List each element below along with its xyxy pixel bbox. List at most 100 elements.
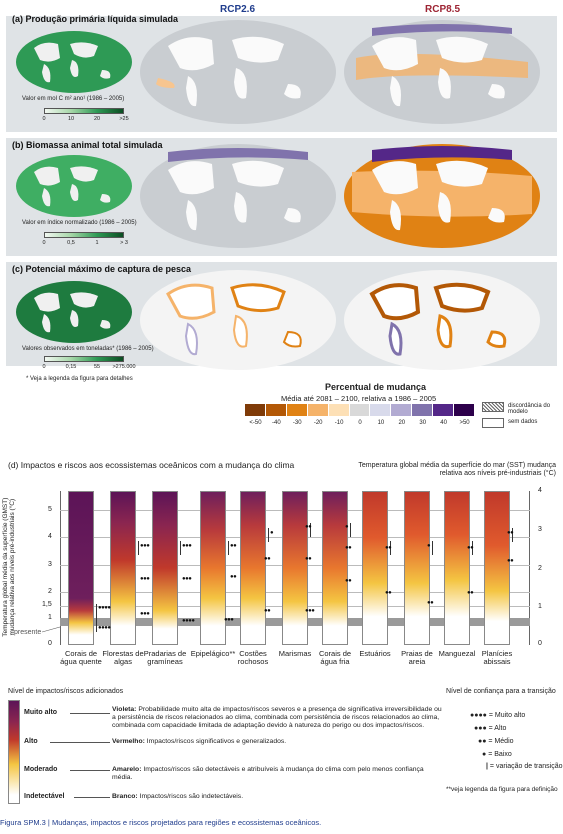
confidence-mark: ●● [345,545,352,551]
confidence-mark: ●●● [224,617,234,623]
left-tick: 2 [48,588,52,595]
transition-range-bar [390,541,391,555]
confidence-mark: ●● [264,608,271,614]
no-data-swatch [482,418,504,428]
right-tick: 3 [538,526,542,533]
risk-column-sandy-beaches [404,491,430,645]
transition-range-bar [512,528,513,542]
risk-column-cold-water-corals [322,491,348,645]
no-data-label: sem dados [508,419,538,425]
category-label: Corais de água quente [60,649,102,666]
risk-level-desc-very-high: Violeta: Probabilidade muito alta de imp… [112,706,442,730]
change-colorbar-segment [349,404,371,416]
change-legend-title: Percentual de mudança [325,382,427,392]
risk-legend-gradient [8,700,20,804]
risk-column-estuaries [362,491,388,645]
leader-line [50,742,110,743]
definition-note: **veja legenda da figura para definição [446,786,558,793]
panel-b-title: (b) Biomassa animal total simulada [12,140,163,150]
confidence-mark: ●●● [182,543,192,549]
category-label: Corais de água fria [318,649,352,666]
risk-column-salt-marshes [282,491,308,645]
confidence-mark: ●● [467,545,474,551]
right-tick: 1 [538,603,542,610]
panel-a-rcp26-map [140,20,336,124]
panel-b-rcp26-map [140,144,336,248]
model-disagreement-label: discordância do modelo [508,403,551,415]
change-colorbar-segment [245,404,266,416]
panel-c-rcp26-map [140,270,336,370]
right-tick: 0 [538,640,542,647]
confidence-mark: ●● [385,545,392,551]
right-tick: 2 [538,565,542,572]
panel-c-title: (c) Potencial máximo de captura de pesca [12,264,192,274]
panel-c-scale-tick: 0 [42,364,46,370]
category-label: Marismas [278,649,312,658]
confidence-mark: ●● [264,556,271,562]
panel-b-scale-tick: 0,5 [67,240,75,246]
right-axis-label: Temperatura global média da superfície d… [358,462,556,478]
transition-range-bar [138,541,139,555]
maps-footnote: * Veja a legenda da figura para detalhes [26,376,133,382]
transition-range-bar [350,523,351,537]
confidence-mark: ●●● [140,543,150,549]
category-label: Praias de areia [401,649,433,666]
right-tick: 4 [538,487,542,494]
change-colorbar-tick: -20 [313,420,323,426]
change-colorbar-segment [412,404,434,416]
confidence-mark: ●●● [140,576,150,582]
left-tick: 1 [48,614,52,621]
risk-level-label: Alto [24,738,38,745]
panel-c-scale-tick: >275.000 [112,364,136,370]
panel-b-rcp85-map [344,144,540,248]
risk-level-desc-undetectable: Branco: Impactos/riscos são indetectávei… [112,793,244,800]
transition-range-bar [268,528,269,542]
confidence-mark: ●● [345,578,352,584]
left-tick: 1,5 [42,601,52,608]
panel-a-scale-tick: 10 [67,116,75,122]
confidence-mark: ●● [305,524,312,530]
confidence-legend-row: ●●● = Alto [474,725,507,732]
panel-d-title: (d) Impactos e riscos aos ecossistemas o… [8,460,295,470]
confidence-legend-row: ● = Baixo [482,751,512,758]
confidence-mark: ●● [385,590,392,596]
category-label: Florestas de algas [102,649,144,666]
change-colorbar-ticks: <-50 -40 -30 -20 -10 0 10 20 30 40 >50 [245,420,475,430]
confidence-mark: ●●● [182,576,192,582]
transition-range-bar [180,541,181,555]
risk-column-mangroves [444,491,470,645]
confidence-legend-row: | = variação de transição [486,763,563,770]
confidence-legend-row: ●● = Médio [478,738,514,745]
change-colorbar-segment [307,404,329,416]
change-colorbar-tick: -10 [334,420,344,426]
left-tick: 5 [48,506,52,513]
risk-column-abyssal-plains [484,491,510,645]
change-colorbar-segment [328,404,350,416]
confidence-mark: ●● [467,590,474,596]
change-colorbar-tick: -30 [292,420,302,426]
confidence-mark: ●● [507,558,514,564]
change-colorbar-segment [370,404,392,416]
change-colorbar [245,404,475,416]
rcp26-header: RCP2.6 [220,4,256,15]
leader-line [70,713,110,714]
risk-level-label: Moderado [24,766,58,773]
transition-range-bar [96,604,97,632]
risk-level-desc-high: Vermelho: Impactos/riscos significativos… [112,738,287,745]
confidence-mark: ●● [230,574,237,580]
change-colorbar-tick: 0 [358,420,362,426]
panel-a-unit-label: Valor em mol C m² ano¹ (1986 – 2005) [22,96,125,102]
change-colorbar-segment [454,404,475,416]
panel-c-scale-tick: 0,15 [65,364,77,370]
panel-a-baseline-map [16,31,132,93]
confidence-legend-title: Nível de confiança para a transição [446,688,556,695]
rcp85-header: RCP8.5 [425,4,461,15]
confidence-mark: ●● [305,556,312,562]
change-colorbar-tick: <-50 [249,420,262,426]
panel-a-title: (a) Produção primária líquida simulada [12,14,179,24]
panel-a-scale-bar [44,108,124,114]
leader-line [70,770,110,771]
change-colorbar-segment [265,404,287,416]
left-tick: 4 [48,533,52,540]
risk-column-rocky-shores [240,491,266,645]
